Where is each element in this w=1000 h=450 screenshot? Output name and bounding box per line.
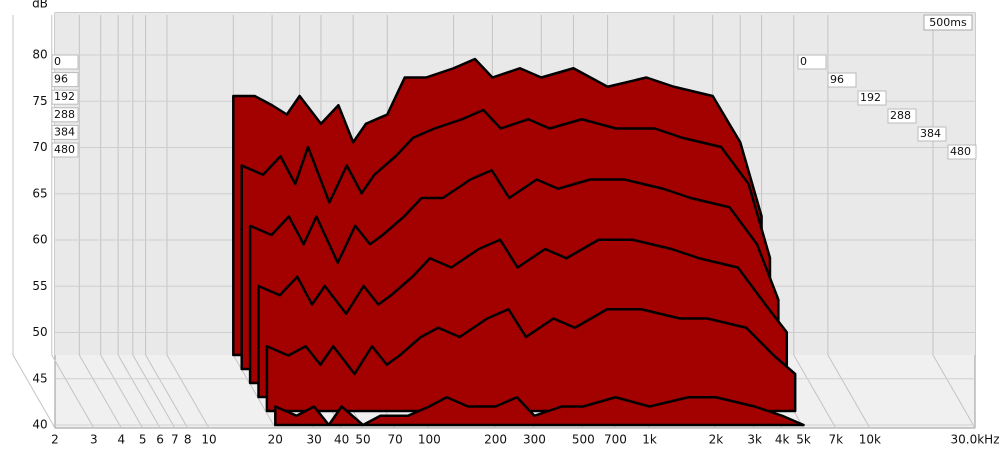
- time-tick-box: [917, 126, 947, 142]
- time-span: 500ms: [929, 16, 967, 29]
- time-tick-box: [797, 54, 827, 70]
- grid-line: [145, 15, 189, 429]
- y-axis-title: dB: [32, 0, 48, 11]
- time-tick-box: [947, 144, 977, 160]
- time-tick-box: [887, 108, 917, 124]
- x-tick-label: 7: [171, 433, 179, 447]
- x-tick-label: 50: [355, 433, 370, 447]
- x-tick-label: 8: [184, 433, 192, 447]
- x-tick-label: 4: [117, 433, 125, 447]
- x-tick-label: 10: [201, 433, 216, 447]
- x-tick-label: 2k: [709, 433, 724, 447]
- time-tick-box: [857, 90, 887, 106]
- time-tick-box: [51, 72, 79, 88]
- x-tick-label: 30.0kHz: [951, 433, 1000, 447]
- x-tick-label: 1k: [642, 433, 657, 447]
- time-tick-label: 288: [54, 108, 75, 121]
- time-tick-label: 96: [830, 73, 844, 86]
- grid-line: [827, 15, 871, 429]
- time-tick-label: 192: [54, 90, 75, 103]
- grid-line: [166, 15, 210, 429]
- grid-line: [100, 15, 144, 429]
- x-tick-label: 40: [334, 433, 349, 447]
- surface: [232, 57, 805, 427]
- y-tick-label: 80: [32, 48, 47, 62]
- time-span-box: [923, 14, 973, 31]
- time-tick-box: [51, 89, 79, 105]
- x-tick-label: 3: [90, 433, 98, 447]
- x-tick-label: 70: [388, 433, 403, 447]
- y-tick-label: 65: [32, 186, 47, 200]
- labels: 2 3 4 5 6 7 8 10 20 30 40 50 70 100 200 300 500 700 1k 2k 3k…: [32, 48, 999, 447]
- time-tick-label: 480: [54, 143, 75, 156]
- grid-line: [12, 15, 56, 429]
- x-tick-label: 20: [268, 433, 283, 447]
- time-tick-label: 96: [54, 73, 68, 86]
- y-tick-label: 70: [32, 140, 47, 154]
- grid-line: [132, 15, 176, 429]
- time-tick-box: [51, 124, 79, 140]
- time-tick-label: 0: [800, 55, 807, 68]
- x-tick-label: 3k: [747, 433, 762, 447]
- waterfall-slice: [274, 396, 805, 427]
- x-tick-label: 200: [484, 433, 507, 447]
- time-tick-label: 288: [890, 109, 911, 122]
- x-tick-label: 5: [139, 433, 147, 447]
- x-tick-label: 7k: [828, 433, 843, 447]
- time-tick-label: 0: [54, 55, 61, 68]
- grid-line: [117, 15, 161, 429]
- x-tick-label: 6: [156, 433, 164, 447]
- y-tick-label: 60: [32, 233, 47, 247]
- x-tick-label: 700: [604, 433, 627, 447]
- time-tick-label: 192: [860, 91, 881, 104]
- x-tick-label: 4k: [775, 433, 790, 447]
- time-tick-box: [51, 107, 79, 123]
- grid-line: [793, 15, 837, 429]
- x-tick-label: 100: [418, 433, 441, 447]
- time-tick-box: [827, 72, 857, 88]
- x-tick-label: 500: [572, 433, 595, 447]
- time-tick-box: [51, 142, 79, 158]
- x-tick-label: 2: [51, 433, 59, 447]
- time-tick-label: 384: [54, 125, 75, 138]
- y-tick-label: 50: [32, 325, 47, 339]
- time-tick-box: [51, 54, 79, 70]
- waterfall-slice: [265, 308, 797, 413]
- x-tick-label: 300: [523, 433, 546, 447]
- x-tick-label: 10k: [859, 433, 881, 447]
- y-tick-label: 75: [32, 94, 47, 108]
- x-tick-label: 5k: [796, 433, 811, 447]
- y-tick-label: 45: [32, 371, 47, 385]
- y-tick-label: 40: [32, 418, 47, 432]
- time-tick-label: 480: [950, 145, 971, 158]
- time-tick-label: 384: [920, 127, 941, 140]
- x-tick-label: 30: [306, 433, 321, 447]
- grid-line: [78, 15, 122, 429]
- y-tick-label: 55: [32, 279, 47, 293]
